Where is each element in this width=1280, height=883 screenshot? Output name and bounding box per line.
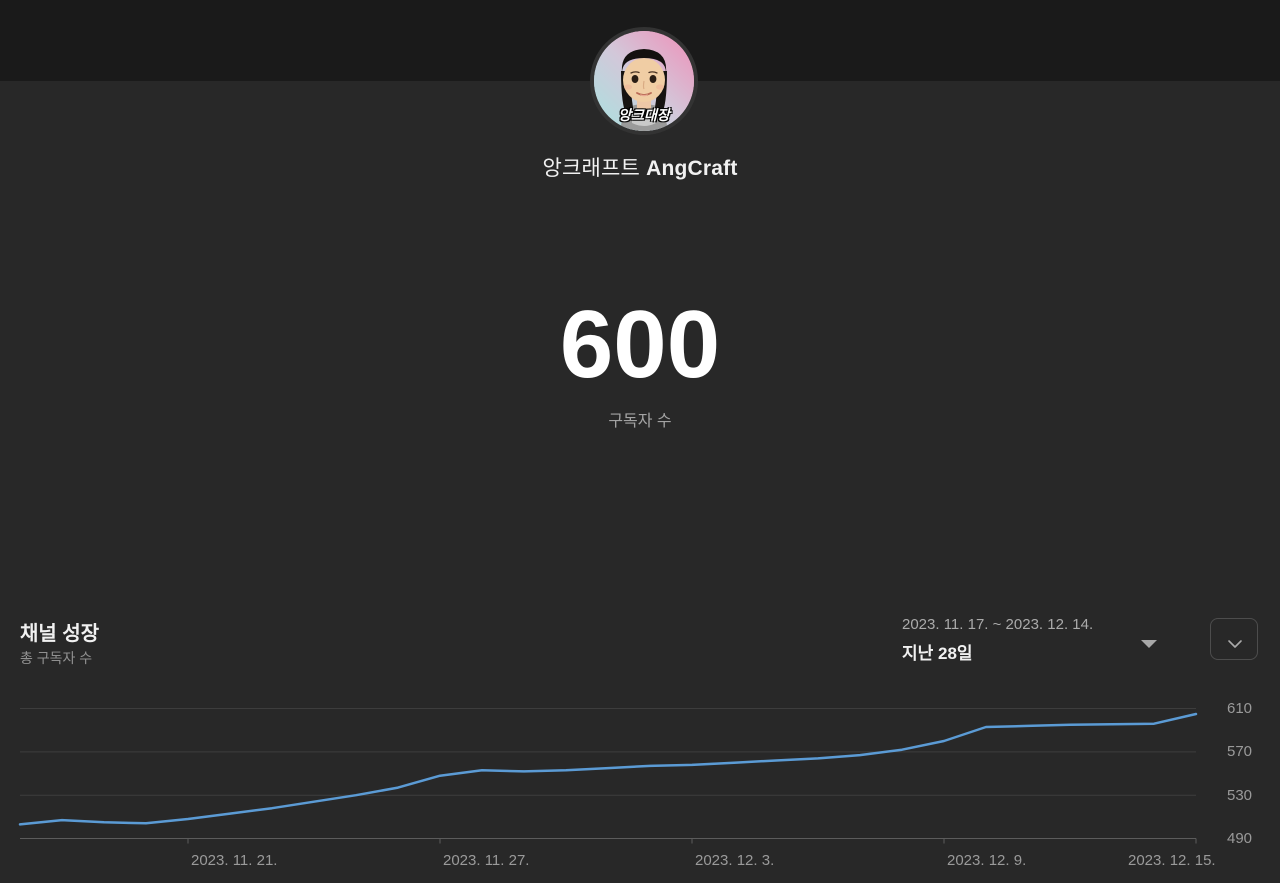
svg-text:2023. 11. 27.: 2023. 11. 27. [443, 852, 529, 869]
svg-text:2023. 12. 3.: 2023. 12. 3. [695, 852, 774, 869]
svg-text:2023. 11. 21.: 2023. 11. 21. [191, 852, 277, 869]
svg-text:2023. 12. 15.: 2023. 12. 15. [1128, 852, 1216, 869]
svg-text:530: 530 [1227, 787, 1252, 804]
svg-text:2023. 12. 9.: 2023. 12. 9. [947, 852, 1026, 869]
svg-text:610: 610 [1227, 700, 1252, 717]
svg-text:570: 570 [1227, 743, 1252, 760]
svg-text:490: 490 [1227, 830, 1252, 847]
